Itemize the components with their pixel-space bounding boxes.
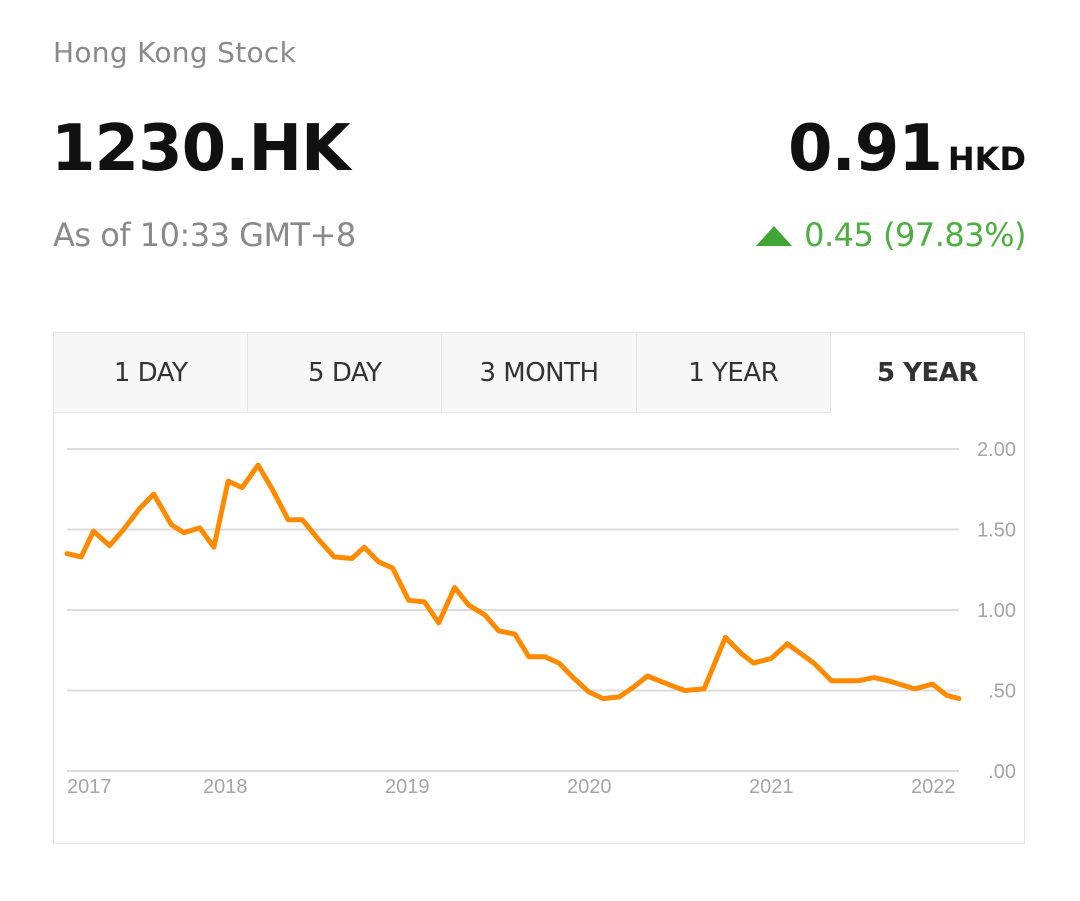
change-value: 0.45 (97.83%) [804, 216, 1026, 254]
x-axis-labels: 2017 2018 2019 2020 2021 2022 [67, 776, 956, 798]
price-block: 0.91 HKD [788, 112, 1026, 186]
y-tick-label: .50 [988, 681, 1016, 703]
x-tick-label: 2020 [567, 776, 612, 798]
current-price: 0.91 [787, 112, 943, 186]
market-category: Hong Kong Stock [53, 36, 297, 69]
x-tick-label: 2022 [911, 776, 956, 798]
tab-5-day[interactable]: 5 DAY [248, 333, 443, 413]
y-tick-label: 1.00 [977, 600, 1016, 622]
ticker-symbol: 1230.HK [51, 112, 351, 186]
as-of-timestamp: As of 10:33 GMT+8 [53, 216, 356, 254]
tab-1-day[interactable]: 1 DAY [54, 333, 249, 413]
tab-1-year[interactable]: 1 YEAR [636, 333, 831, 413]
price-line [64, 462, 962, 702]
tab-3-month[interactable]: 3 MONTH [442, 333, 637, 413]
tab-5-year[interactable]: 5 YEAR [830, 333, 1025, 413]
grid-lines [67, 448, 959, 772]
y-tick-label: .00 [988, 761, 1016, 783]
currency-code: HKD [947, 140, 1026, 178]
x-tick-label: 2017 [67, 776, 112, 798]
x-tick-label: 2019 [385, 776, 430, 798]
up-triangle-icon [756, 226, 793, 246]
x-tick-label: 2018 [203, 776, 248, 798]
range-tabs: 1 DAY 5 DAY 3 MONTH 1 YEAR 5 YEAR [54, 333, 1025, 413]
y-axis-labels: 2.00 1.50 1.00 .50 .00 [977, 439, 1016, 783]
y-tick-label: 2.00 [977, 439, 1016, 461]
price-change: 0.45 (97.83%) [756, 216, 1026, 254]
y-tick-label: 1.50 [977, 520, 1016, 542]
x-tick-label: 2021 [749, 776, 794, 798]
price-line-chart: 2.001.501.00.50.00 2017 2018 2019 2020 2021 2… [64, 439, 1016, 798]
chart-panel: 1 DAY 5 DAY 3 MONTH 1 YEAR 5 YEAR 2.00 1.… [53, 332, 1025, 844]
